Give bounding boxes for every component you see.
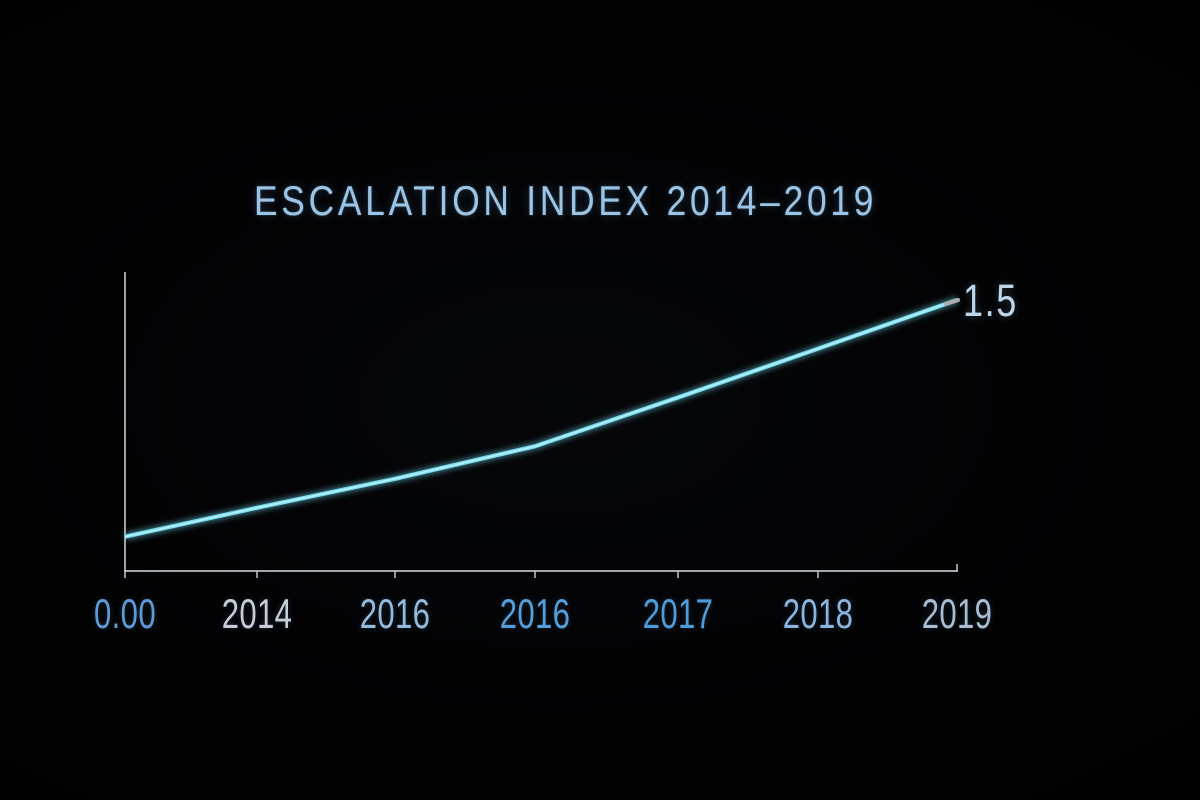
x-axis-label: 2016 (359, 590, 431, 637)
x-axis-label: 2017 (642, 590, 714, 637)
x-axis-label: 2019 (921, 590, 993, 637)
chart-title: ESCALATION INDEX 2014–2019 (254, 177, 878, 224)
series-line-tip (943, 297, 961, 306)
x-axis-label: 2018 (782, 590, 854, 637)
series-line (124, 298, 958, 539)
x-axis-label: 2016 (499, 590, 571, 637)
series-line-glow (124, 296, 959, 541)
end-value-label: 1.5 (963, 275, 1018, 326)
x-axis-label: 2014 (221, 590, 293, 637)
series-line-core (124, 299, 958, 538)
x-axis-label: 0.00 (94, 590, 156, 637)
